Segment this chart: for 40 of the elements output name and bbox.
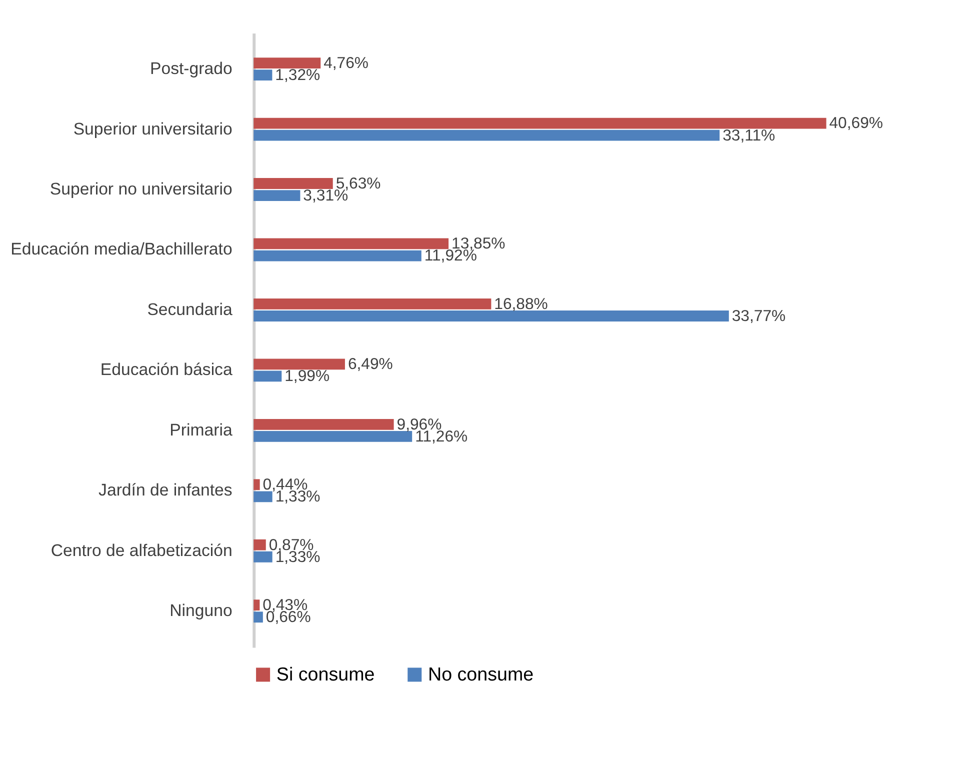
y-tick-label: Educación básica [100, 360, 233, 380]
bar [254, 70, 272, 81]
data-label: 33,11% [722, 127, 776, 144]
bar [254, 310, 729, 322]
bar [254, 358, 345, 370]
data-label: 33,77% [732, 308, 786, 325]
y-tick-label: Ninguno [170, 601, 232, 620]
legend-label: Si consume [276, 664, 375, 685]
data-label: 40,69% [829, 115, 883, 132]
data-label: 4,76% [324, 55, 369, 72]
y-tick-label: Secundaria [147, 300, 233, 319]
bar [254, 612, 263, 623]
y-tick-label: Superior no universitario [50, 179, 232, 198]
bar [254, 491, 272, 502]
bar [254, 178, 333, 189]
bar [254, 250, 422, 262]
bar [254, 130, 720, 141]
legend-label: No consume [428, 664, 534, 685]
bar [254, 58, 321, 69]
bar [254, 479, 260, 490]
y-tick-label: Educación media/Bachillerato [10, 240, 232, 259]
bar [254, 370, 282, 382]
bar [254, 418, 394, 430]
bar [254, 551, 272, 562]
y-tick-label: Primaria [170, 420, 233, 440]
bar [254, 600, 260, 611]
data-label: 6,49% [348, 356, 393, 374]
y-tick-label: Superior universitario [73, 119, 232, 138]
y-tick-label: Post-grado [150, 59, 232, 78]
bar [254, 298, 492, 310]
bar [254, 238, 449, 250]
bar [254, 539, 266, 550]
bar [254, 430, 412, 442]
bar [254, 118, 826, 129]
y-tick-label: Jardín de infantes [98, 480, 232, 500]
data-label: 1,32% [275, 67, 320, 84]
data-label: 16,88% [494, 296, 548, 313]
data-label: 1,99% [284, 368, 330, 386]
y-tick-label: Centro de alfabetización [50, 540, 232, 560]
bar [254, 190, 300, 201]
